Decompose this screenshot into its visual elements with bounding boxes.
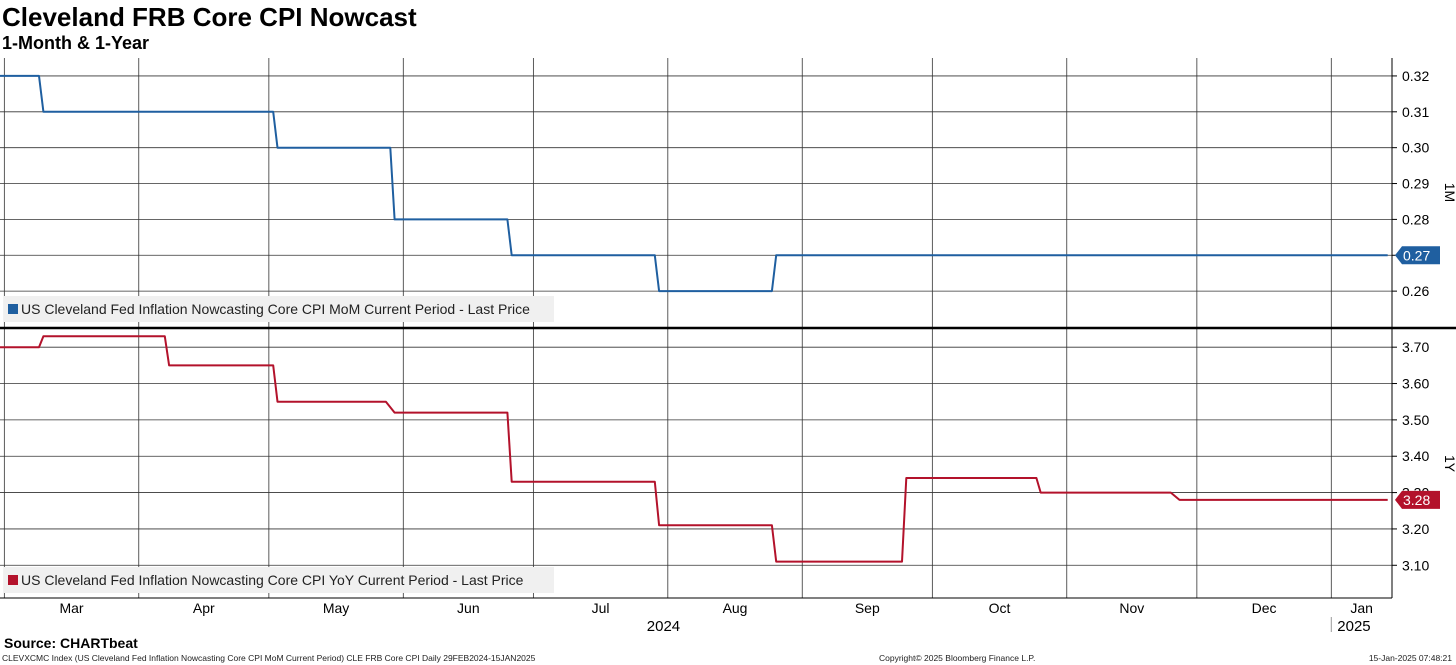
- y-tick-label: 0.29: [1402, 176, 1429, 192]
- year-label: 2025: [1337, 618, 1370, 632]
- chart-subtitle: 1-Month & 1-Year: [2, 33, 150, 53]
- y-tick-label: 3.40: [1402, 448, 1429, 464]
- last-value-tag: [1395, 490, 1440, 509]
- x-tick-label: Nov: [1119, 600, 1144, 616]
- last-value-tag: [1395, 246, 1440, 265]
- footer-timestamp: 15-Jan-2025 07:48:21: [1368, 653, 1452, 663]
- y-tick-label: 3.70: [1402, 339, 1429, 355]
- x-tick-label: Jul: [592, 600, 610, 616]
- footer-description: CLEVXCMC Index (US Cleveland Fed Inflati…: [2, 653, 536, 663]
- x-tick-label: Jun: [457, 600, 480, 616]
- x-tick-label: Apr: [193, 600, 215, 616]
- x-tick-label: Aug: [723, 600, 748, 616]
- y-tick-label: 0.32: [1402, 68, 1429, 84]
- source-note: Source: CHARTbeat: [4, 635, 138, 651]
- legend-swatch: [8, 575, 18, 585]
- x-tick-label: Dec: [1252, 600, 1277, 616]
- x-tick-label: Oct: [989, 600, 1011, 616]
- x-tick-label: Mar: [59, 600, 83, 616]
- axis-label: 1M: [1442, 183, 1456, 202]
- x-tick-label: May: [323, 600, 349, 616]
- legend-box: [4, 296, 554, 322]
- axis-label: 1Y: [1442, 455, 1456, 473]
- y-tick-label: 3.10: [1402, 557, 1429, 573]
- chart-title: Cleveland FRB Core CPI Nowcast: [2, 2, 417, 32]
- last-value-label: 0.27: [1403, 247, 1430, 263]
- legend-label: US Cleveland Fed Inflation Nowcasting Co…: [21, 572, 524, 588]
- x-tick-label: Sep: [855, 600, 880, 616]
- y-tick-label: 3.60: [1402, 376, 1429, 392]
- legend-swatch: [8, 304, 18, 314]
- series-line: [0, 335, 1388, 563]
- legend-box: [4, 567, 554, 593]
- footer-copyright: Copyright© 2025 Bloomberg Finance L.P.: [879, 653, 1036, 663]
- y-tick-label: 3.20: [1402, 521, 1429, 537]
- y-tick-label: 0.30: [1402, 140, 1429, 156]
- y-tick-label: 0.26: [1402, 283, 1429, 299]
- y-tick-label: 0.31: [1402, 104, 1429, 120]
- y-tick-label: 3.50: [1402, 412, 1429, 428]
- year-label: 2024: [647, 618, 680, 632]
- y-tick-label: 0.28: [1402, 211, 1429, 227]
- x-tick-label: Jan: [1350, 600, 1373, 616]
- series-line: [0, 74, 1388, 293]
- legend-label: US Cleveland Fed Inflation Nowcasting Co…: [21, 301, 530, 317]
- last-value-label: 3.28: [1403, 492, 1430, 508]
